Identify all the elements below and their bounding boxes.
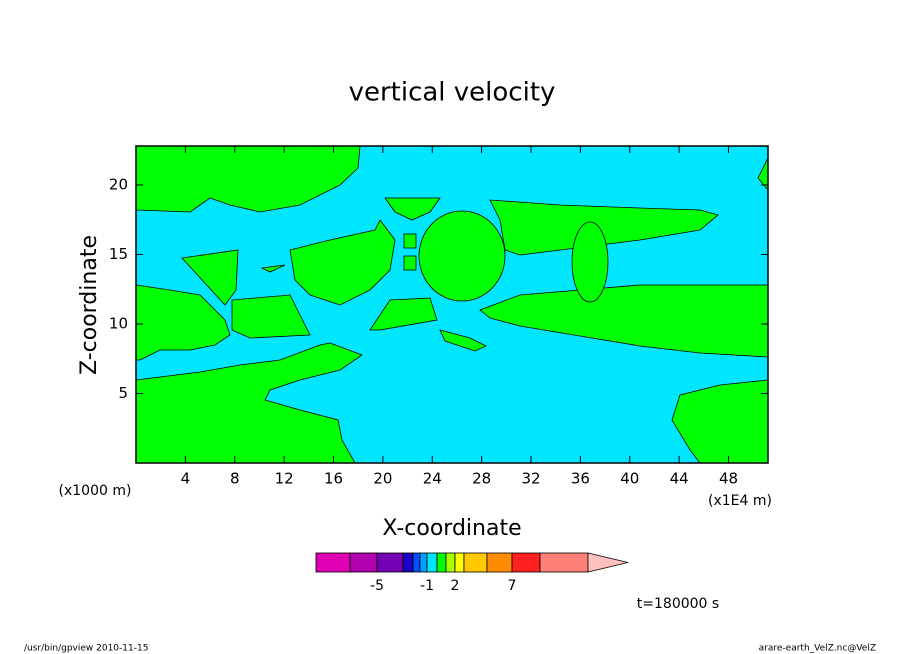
- x-tick-label: 44: [670, 470, 689, 488]
- colorbar-segment: [419, 552, 428, 573]
- region: [136, 284, 231, 361]
- x-tick-label: 32: [521, 470, 540, 488]
- x-tick-label: 12: [275, 470, 294, 488]
- x-tick-label: 40: [620, 470, 639, 488]
- colorbar-segment: [454, 552, 465, 573]
- x-tick-label: 48: [719, 470, 738, 488]
- region: [571, 221, 609, 303]
- x-tick-label: 20: [373, 470, 392, 488]
- colorbar-tick-label: -5: [370, 578, 384, 594]
- region: [384, 197, 441, 221]
- footer-right: arare-earth_VelZ.nc@VelZ: [759, 644, 876, 654]
- region: [369, 297, 438, 331]
- x-unit: (x1E4 m): [708, 493, 772, 509]
- x-axis-label: X-coordinate: [382, 516, 521, 541]
- x-tick-label: 24: [423, 470, 442, 488]
- colorbar-tick-label: -1: [420, 578, 434, 594]
- colorbar-segment: [412, 552, 421, 573]
- colorbar-arrow: [587, 552, 629, 573]
- colorbar-segment: [436, 552, 447, 573]
- x-tick-label: 4: [181, 470, 191, 488]
- region: [418, 210, 506, 302]
- x-tick-label: 36: [571, 470, 590, 488]
- region: [757, 157, 768, 191]
- colorbar-segment: [315, 552, 351, 573]
- chart-title: vertical velocity: [349, 78, 556, 108]
- colorbar-segment: [376, 552, 404, 573]
- x-tick-label: 8: [230, 470, 240, 488]
- footer-left: /usr/bin/gpview 2010-11-15: [24, 644, 148, 654]
- colorbar-segment: [445, 552, 456, 573]
- y-axis-label: Z-coordinate: [77, 235, 102, 375]
- region: [439, 329, 487, 352]
- region: [231, 294, 311, 339]
- region: [136, 146, 361, 213]
- x-tick-label: 28: [472, 470, 491, 488]
- y-unit: (x1000 m): [59, 483, 132, 499]
- y-tick-label: 10: [109, 314, 128, 332]
- region: [289, 219, 396, 306]
- contour-regions: [136, 146, 768, 463]
- colorbar-segment: [486, 552, 513, 573]
- x-tick-label: 16: [324, 470, 343, 488]
- plot-frame: [135, 145, 769, 464]
- colorbar-segment: [426, 552, 438, 573]
- region: [260, 264, 286, 273]
- y-tick-label: 5: [118, 384, 128, 402]
- colorbar-segment: [463, 552, 488, 573]
- region: [403, 233, 417, 271]
- colorbar-segment: [402, 552, 414, 573]
- region: [136, 342, 363, 463]
- colorbar-tick-label: 7: [508, 578, 517, 594]
- y-tick-label: 15: [109, 245, 128, 263]
- colorbar-segment: [349, 552, 378, 573]
- colorbar-tick-label: 2: [451, 578, 460, 594]
- colorbar-segment: [539, 552, 589, 573]
- y-tick-label: 20: [109, 175, 128, 193]
- region: [671, 379, 768, 463]
- region: [181, 249, 239, 306]
- region: [479, 284, 768, 358]
- colorbar-segment: [511, 552, 541, 573]
- time-label: t=180000 s: [637, 596, 719, 612]
